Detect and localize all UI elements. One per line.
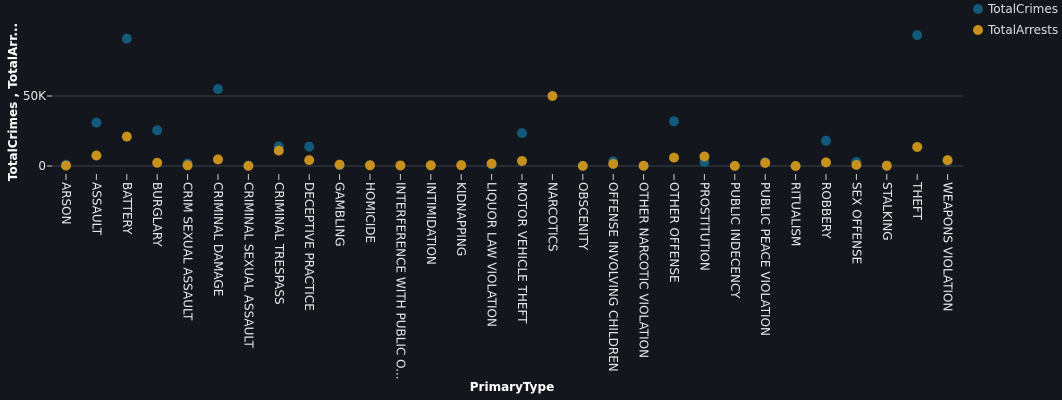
point-totalarrests-motor-vehicle-theft[interactable]	[517, 155, 527, 166]
point-totalarrests-offense-involving-children[interactable]	[608, 158, 619, 169]
x-tick-label-motor-vehicle-theft: MOTOR VEHICLE THEFT	[515, 182, 529, 324]
x-tick-label-deceptive-practice: DECEPTIVE PRACTICE	[302, 182, 316, 311]
point-totalarrests-gambling[interactable]	[334, 159, 345, 170]
series-totalarrests	[61, 91, 953, 171]
legend-swatch-totalarrests	[973, 25, 983, 35]
point-totalarrests-robbery[interactable]	[821, 157, 831, 168]
point-totalarrests-prostitution[interactable]	[699, 151, 710, 162]
point-totalarrests-intimidation[interactable]	[425, 160, 436, 171]
x-tick-label-liquor-law-violation: LIQUOR LAW VIOLATION	[485, 182, 499, 327]
x-tick-label-offense-involving-children: OFFENSE INVOLVING CHILDREN	[606, 182, 620, 372]
point-totalarrests-narcotics[interactable]	[547, 91, 558, 101]
x-tick-label-theft: THEFT	[910, 181, 924, 221]
x-tick-label-obscenity: OBSCENITY	[576, 182, 590, 251]
x-tick-label-prostitution: PROSTITUTION	[697, 182, 711, 271]
x-tick-label-robbery: ROBBERY	[819, 182, 833, 239]
point-totalarrests-criminal-trespass[interactable]	[273, 145, 284, 156]
x-tick-label-burglary: BURGLARY	[150, 182, 164, 247]
x-tick-label-criminal-trespass: CRIMINAL TRESPASS	[272, 182, 286, 305]
point-totalarrests-other-offense[interactable]	[669, 152, 679, 163]
legend: TotalCrimes TotalArrests	[973, 2, 1058, 37]
point-totalcrimes-criminal-damage[interactable]	[213, 84, 223, 94]
x-tick-label-ritualism: RITUALISM	[789, 182, 803, 246]
x-tick-label-other-offense: OTHER OFFENSE	[667, 182, 681, 283]
point-totalcrimes-deceptive-practice[interactable]	[304, 141, 315, 152]
x-tick-label-criminal-sexual-assault: CRIMINAL SEXUAL ASSAULT	[241, 182, 255, 348]
x-tick-label-weapons-violation: WEAPONS VIOLATION	[941, 182, 955, 311]
point-totalarrests-theft[interactable]	[912, 141, 923, 152]
x-tick-label-interference-with-public-o: INTERFERENCE WITH PUBLIC O...	[393, 182, 407, 380]
legend-label-totalcrimes: TotalCrimes	[987, 2, 1058, 16]
point-totalarrests-obscenity[interactable]	[577, 160, 588, 171]
series-totalcrimes	[61, 30, 953, 171]
x-tick-label-narcotics: NARCOTICS	[545, 182, 559, 252]
point-totalarrests-criminal-sexual-assault[interactable]	[243, 160, 254, 171]
point-totalcrimes-assault[interactable]	[91, 117, 102, 128]
x-tick-label-intimidation: INTIMIDATION	[424, 182, 438, 265]
x-tick-label-kidnapping: KIDNAPPING	[454, 182, 468, 256]
point-totalarrests-burglary[interactable]	[152, 157, 163, 168]
point-totalarrests-criminal-damage[interactable]	[213, 154, 223, 165]
point-totalcrimes-other-offense[interactable]	[669, 116, 679, 127]
point-totalarrests-assault[interactable]	[91, 150, 102, 161]
point-totalarrests-liquor-law-violation[interactable]	[486, 158, 497, 169]
x-tick-label-battery: BATTERY	[120, 182, 134, 235]
point-totalarrests-crim-sexual-assault[interactable]	[182, 160, 193, 171]
y-axis-title: TotalCrimes , TotalArr...	[6, 23, 20, 181]
legend-item-totalcrimes[interactable]: TotalCrimes	[973, 2, 1058, 16]
point-totalarrests-battery[interactable]	[121, 131, 132, 142]
y-axis: 0 50K	[23, 89, 52, 173]
data-points	[61, 30, 953, 171]
x-tick-label-sex-offense: SEX OFFENSE	[849, 182, 863, 264]
x-tick-label-stalking: STALKING	[880, 182, 894, 241]
point-totalarrests-public-indecency[interactable]	[729, 160, 740, 171]
point-totalarrests-interference-with-public-o[interactable]	[395, 160, 406, 171]
x-tick-label-assault: ASSAULT	[89, 182, 103, 236]
x-tick-label-other-narcotic-violation: OTHER NARCOTIC VIOLATION	[637, 182, 651, 358]
point-totalcrimes-theft[interactable]	[912, 30, 923, 41]
x-tick-label-crim-sexual-assault: CRIM SEXUAL ASSAULT	[181, 182, 195, 321]
point-totalarrests-other-narcotic-violation[interactable]	[638, 160, 649, 171]
point-totalcrimes-robbery[interactable]	[821, 135, 831, 146]
y-tick-label: 50K	[23, 89, 47, 103]
x-tick-label-gambling: GAMBLING	[333, 182, 347, 247]
point-totalarrests-ritualism[interactable]	[790, 160, 801, 171]
point-totalcrimes-battery[interactable]	[121, 33, 132, 44]
point-totalcrimes-burglary[interactable]	[152, 125, 163, 136]
x-tick-label-public-peace-violation: PUBLIC PEACE VIOLATION	[758, 182, 772, 336]
point-totalarrests-weapons-violation[interactable]	[942, 155, 953, 166]
legend-item-totalarrests[interactable]: TotalArrests	[973, 23, 1058, 37]
legend-label-totalarrests: TotalArrests	[987, 23, 1058, 37]
legend-swatch-totalcrimes	[973, 4, 983, 14]
y-tick-label: 0	[38, 159, 46, 173]
point-totalarrests-public-peace-violation[interactable]	[760, 157, 771, 168]
x-tick-label-arson: ARSON	[59, 182, 73, 225]
point-totalarrests-stalking[interactable]	[881, 160, 892, 171]
x-tick-label-public-indecency: PUBLIC INDECENCY	[728, 182, 742, 299]
point-totalarrests-homicide[interactable]	[365, 160, 375, 171]
point-totalarrests-sex-offense[interactable]	[851, 159, 862, 170]
x-tick-label-homicide: HOMICIDE	[363, 182, 377, 243]
x-tick-label-criminal-damage: CRIMINAL DAMAGE	[211, 182, 225, 296]
point-totalarrests-deceptive-practice[interactable]	[304, 155, 315, 166]
point-totalcrimes-motor-vehicle-theft[interactable]	[517, 128, 527, 139]
point-totalarrests-kidnapping[interactable]	[456, 160, 467, 171]
x-axis: ARSON ASSAULT BATTERY BURGLARY CRIM SEXUAL A…	[59, 174, 955, 380]
x-axis-title: PrimaryType	[470, 380, 554, 394]
point-totalarrests-arson[interactable]	[61, 160, 71, 171]
gridlines	[52, 95, 963, 167]
